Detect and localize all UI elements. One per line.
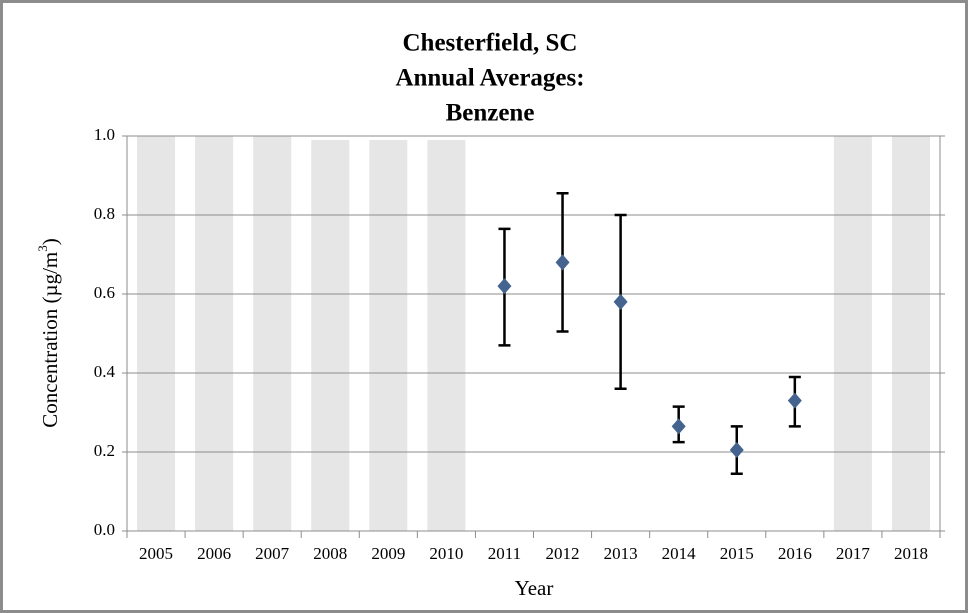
- shading-bar: [253, 136, 292, 531]
- y-axis-label-text: Concentration (µg/m: [38, 252, 62, 428]
- shading-bar: [369, 139, 408, 531]
- x-tick-label: 2010: [429, 544, 463, 563]
- x-tick-label: 2015: [720, 544, 754, 563]
- shading-bar: [311, 139, 350, 531]
- point: [787, 392, 802, 409]
- x-tick-label: 2006: [197, 544, 231, 563]
- y-axis-label: Concentration (µg/m3): [35, 238, 62, 427]
- chart-title: Annual Averages:: [395, 65, 584, 92]
- y-tick-label: 0.8: [94, 204, 115, 223]
- x-tick-label: 2011: [488, 544, 521, 563]
- y-tick-label: 0.2: [94, 441, 115, 460]
- chart-title: Benzene: [446, 100, 535, 127]
- shading-bar: [891, 136, 930, 531]
- x-tick-label: 2013: [604, 544, 638, 563]
- y-tick-label: 0.6: [94, 283, 115, 302]
- x-tick-label: 2007: [255, 544, 290, 563]
- x-tick-label: 2008: [313, 544, 347, 563]
- x-tick-label: 2012: [546, 544, 580, 563]
- chart-title: Chesterfield, SC: [403, 30, 578, 57]
- point: [555, 254, 570, 271]
- point: [729, 442, 744, 459]
- point: [671, 418, 686, 435]
- shading-bar: [195, 136, 234, 531]
- point: [613, 293, 628, 310]
- shading-bar: [833, 136, 872, 531]
- y-axis-label-text: ): [38, 238, 62, 245]
- x-axis-label: Year: [515, 576, 554, 600]
- x-tick-label: 2016: [778, 544, 812, 563]
- x-tick-label: 2018: [894, 544, 928, 563]
- x-tick-label: 2005: [139, 544, 173, 563]
- y-axis-label-sup: 3: [35, 245, 50, 252]
- x-tick-label: 2009: [371, 544, 405, 563]
- shading-bar: [427, 139, 466, 531]
- point: [497, 278, 512, 295]
- y-tick-label: 0.0: [94, 520, 115, 539]
- x-tick-label: 2014: [662, 544, 697, 563]
- shading-bar: [137, 136, 176, 531]
- y-tick-label: 1.0: [94, 125, 115, 144]
- y-tick-label: 0.4: [94, 362, 116, 381]
- x-tick-label: 2017: [836, 544, 871, 563]
